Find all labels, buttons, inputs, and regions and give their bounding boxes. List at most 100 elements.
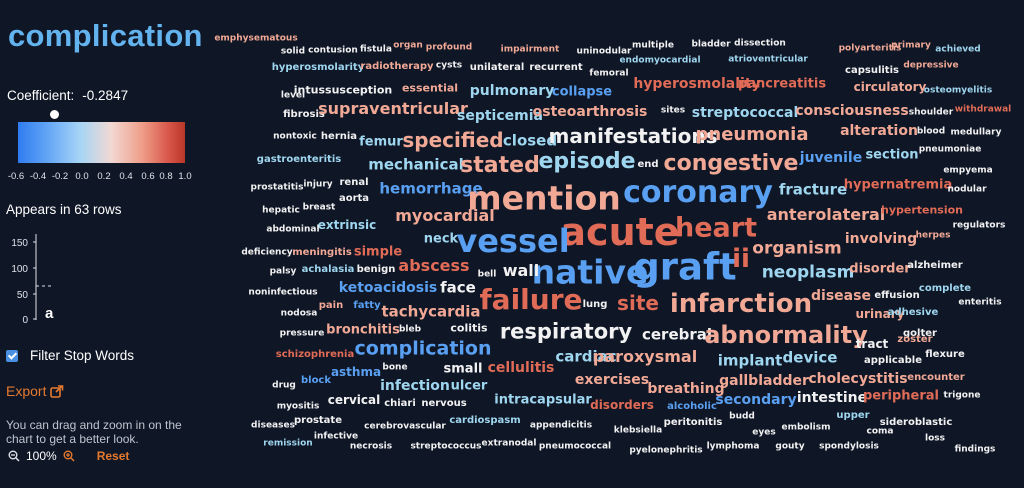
word-withdrawal[interactable]: withdrawal — [954, 104, 1012, 115]
word-bone[interactable]: bone — [382, 362, 408, 373]
word-alcoholic[interactable]: alcoholic — [667, 401, 717, 412]
word-osteoarthrosis[interactable]: osteoarthrosis — [532, 104, 648, 120]
word-nodosa[interactable]: nodosa — [280, 308, 318, 319]
word-complication[interactable]: complication — [354, 337, 492, 360]
word-zoster[interactable]: zoster — [897, 334, 933, 345]
word-acute[interactable]: acute — [560, 210, 680, 254]
word-lymphoma[interactable]: lymphoma — [706, 441, 760, 452]
word-flexure[interactable]: flexure — [925, 349, 965, 360]
word-eyes[interactable]: eyes — [752, 427, 776, 438]
word-device[interactable]: device — [782, 348, 838, 367]
word-benign[interactable]: benign — [356, 264, 396, 275]
word-myositis[interactable]: myositis — [276, 401, 320, 412]
word-contusion[interactable]: contusion — [308, 45, 358, 56]
word-pneumococcal[interactable]: pneumococcal — [538, 441, 612, 452]
word-fibrosis[interactable]: fibrosis — [283, 109, 325, 120]
word-recurrent[interactable]: recurrent — [529, 62, 583, 73]
word-asthma[interactable]: asthma — [330, 365, 382, 379]
word-episode[interactable]: episode — [538, 149, 636, 174]
word-upper[interactable]: upper — [836, 410, 870, 421]
word-prostatitis[interactable]: prostatitis — [250, 182, 304, 193]
word-renal[interactable]: renal — [339, 177, 369, 188]
word-hypertension[interactable]: hypertension — [880, 203, 964, 217]
word-radiotherapy[interactable]: radiotherapy — [360, 61, 434, 72]
word-end[interactable]: end — [637, 159, 659, 170]
word-prostate[interactable]: prostate — [293, 415, 343, 426]
word-intussusception[interactable]: intussusception — [293, 83, 393, 97]
word-infarction[interactable]: infarction — [669, 289, 813, 319]
zoom-out-icon[interactable] — [8, 450, 20, 462]
word-myocardial[interactable]: myocardial — [395, 206, 495, 225]
word-congestive[interactable]: congestive — [663, 151, 799, 176]
word-pancreatitis[interactable]: pancreatitis — [737, 76, 827, 92]
word-coronary[interactable]: coronary — [623, 175, 773, 210]
word-findings[interactable]: findings — [954, 444, 996, 455]
word-section[interactable]: section — [865, 147, 919, 163]
word-infective[interactable]: infective — [313, 431, 359, 442]
word-abscess[interactable]: abscess — [398, 256, 470, 275]
word-solid[interactable]: solid — [280, 46, 306, 57]
word-schizophrenia[interactable]: schizophrenia — [275, 349, 355, 360]
word-lung[interactable]: lung — [582, 299, 608, 310]
word-manifestations[interactable]: manifestations — [548, 124, 718, 148]
word-intracapsular[interactable]: intracapsular — [494, 392, 592, 408]
word-abdominal[interactable]: abdominal — [266, 224, 320, 235]
word-fracture[interactable]: fracture — [778, 180, 848, 199]
word-graft[interactable]: graft — [633, 245, 737, 289]
word-endomyocardial[interactable]: endomyocardial — [619, 55, 701, 66]
word-native[interactable]: native — [531, 252, 649, 292]
word-sideroblastic[interactable]: sideroblastic — [879, 417, 953, 428]
word-noninfectious[interactable]: noninfectious — [248, 287, 318, 298]
word-alzheimer[interactable]: alzheimer — [907, 260, 963, 271]
word-paroxysmal[interactable]: paroxysmal — [592, 347, 698, 366]
word-pyelonephritis[interactable]: pyelonephritis — [629, 445, 703, 456]
word-gouty[interactable]: gouty — [775, 441, 805, 452]
word-disorder[interactable]: disorder — [849, 261, 911, 277]
word-pneumoniae[interactable]: pneumoniae — [918, 144, 982, 155]
word-face[interactable]: face — [440, 278, 476, 297]
checkbox-checked-icon[interactable] — [6, 349, 18, 362]
word-capsulitis[interactable]: capsulitis — [845, 65, 899, 76]
word-femoral[interactable]: femoral — [589, 68, 629, 79]
word-enteritis[interactable]: enteritis — [958, 297, 1002, 308]
word-bladder[interactable]: bladder — [691, 39, 731, 50]
word-closed[interactable]: closed — [502, 131, 558, 150]
word-blood[interactable]: blood — [916, 126, 946, 137]
word-hypernatremia[interactable]: hypernatremia — [843, 177, 953, 193]
word-anterolateral[interactable]: anterolateral — [766, 205, 886, 224]
word-wall[interactable]: wall — [502, 261, 540, 280]
word-atrioventricular[interactable]: atrioventricular — [728, 54, 808, 65]
word-bronchitis[interactable]: bronchitis — [326, 322, 400, 338]
word-stated[interactable]: stated — [460, 153, 540, 178]
word-block[interactable]: block — [300, 375, 332, 386]
word-exercises[interactable]: exercises — [574, 372, 650, 388]
word-cerebral[interactable]: cerebral — [641, 325, 713, 344]
word-ii[interactable]: ii — [732, 244, 750, 274]
word-implant[interactable]: implant — [717, 351, 783, 370]
word-hyperosmolarity[interactable]: hyperosmolarity — [271, 62, 365, 73]
word-streptococcus[interactable]: streptococcus — [410, 441, 482, 452]
word-femur[interactable]: femur — [359, 134, 403, 150]
word-meningitis[interactable]: meningitis — [292, 247, 352, 258]
word-multiple[interactable]: multiple — [632, 40, 674, 51]
word-hepatic[interactable]: hepatic — [262, 205, 300, 216]
word-uninodular[interactable]: uninodular — [576, 46, 632, 57]
word-pressure[interactable]: pressure — [279, 328, 325, 339]
word-shoulder[interactable]: shoulder — [908, 107, 954, 118]
word-juvenile[interactable]: juvenile — [799, 150, 863, 166]
word-loss[interactable]: loss — [925, 433, 945, 444]
word-drug[interactable]: drug — [272, 380, 296, 391]
word-organism[interactable]: organism — [752, 238, 842, 259]
word-circulatory[interactable]: circulatory — [853, 80, 927, 94]
word-effusion[interactable]: effusion — [874, 290, 920, 301]
word-cerebrovascular[interactable]: cerebrovascular — [364, 421, 446, 432]
word-remission[interactable]: remission — [263, 438, 313, 449]
word-involving[interactable]: involving — [844, 231, 918, 247]
word-pulmonary[interactable]: pulmonary — [469, 83, 555, 99]
word-pain[interactable]: pain — [318, 300, 344, 311]
word-herpes[interactable]: herpes — [915, 230, 951, 241]
word-vessel[interactable]: vessel — [456, 222, 570, 260]
word-chiari[interactable]: chiari — [384, 398, 416, 409]
word-tract[interactable]: tract — [855, 337, 889, 351]
word-supraventricular[interactable]: supraventricular — [318, 99, 468, 118]
